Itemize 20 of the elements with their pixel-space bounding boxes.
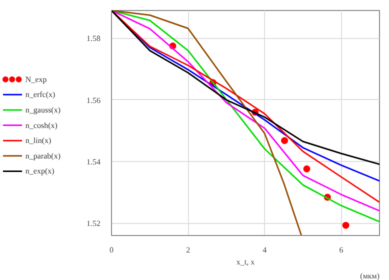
- point: [342, 222, 350, 229]
- y-tick-label: 1.52: [86, 219, 100, 228]
- y-tick-label: 1.54: [86, 158, 100, 167]
- legend-label: n_gauss(x): [25, 105, 61, 114]
- legend-label: n_erfc(x): [25, 90, 56, 100]
- x-tick-label: 6: [339, 246, 344, 254]
- legend-label: n_exp(x): [25, 166, 55, 176]
- legend-label: n_lin(x): [25, 136, 52, 146]
- legend-label: N_exp: [25, 74, 47, 84]
- y-tick-label: 1.58: [86, 34, 100, 44]
- point: [281, 137, 288, 144]
- legend-label: n_parab(x): [25, 151, 61, 160]
- x-axis-title: x_t, x: [236, 258, 255, 266]
- point: [303, 165, 310, 172]
- y-tick-label: 1.56: [86, 96, 100, 105]
- x-tick-label: 0: [110, 246, 114, 254]
- legend-label: n_cosh(x): [25, 120, 58, 130]
- x-tick-label: 4: [262, 246, 267, 254]
- x-tick-label: 2: [186, 246, 190, 254]
- text: (мкм): [360, 272, 380, 280]
